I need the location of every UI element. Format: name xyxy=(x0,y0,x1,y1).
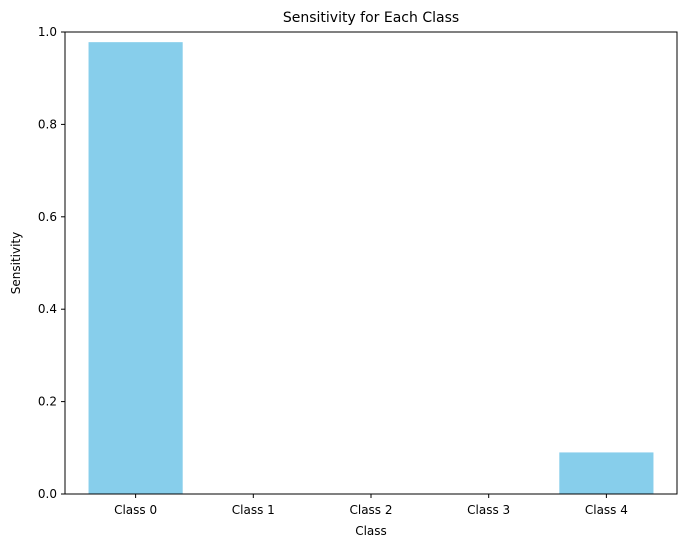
x-axis-label: Class xyxy=(355,524,387,538)
y-axis-ticks: 0.0 0.2 0.4 0.6 0.8 1.0 xyxy=(38,25,65,501)
x-tick-label: Class 3 xyxy=(467,503,510,517)
y-axis-label: Sensitivity xyxy=(9,232,23,294)
bar-class-4 xyxy=(559,452,654,494)
y-tick-label: 1.0 xyxy=(38,25,57,39)
x-axis-ticks: Class 0 Class 1 Class 2 Class 3 Class 4 xyxy=(114,494,628,517)
x-tick-label: Class 0 xyxy=(114,503,157,517)
y-tick-label: 0.0 xyxy=(38,487,57,501)
y-tick-label: 0.6 xyxy=(38,210,57,224)
chart-title: Sensitivity for Each Class xyxy=(283,10,459,26)
y-tick-label: 0.2 xyxy=(38,395,57,409)
bar-class-0 xyxy=(88,42,183,494)
x-tick-label: Class 2 xyxy=(349,503,392,517)
bars-group xyxy=(88,42,654,494)
y-tick-label: 0.4 xyxy=(38,302,57,316)
x-tick-label: Class 4 xyxy=(585,503,628,517)
y-tick-label: 0.8 xyxy=(38,117,57,131)
plot-frame xyxy=(64,31,678,495)
x-tick-label: Class 1 xyxy=(232,503,275,517)
